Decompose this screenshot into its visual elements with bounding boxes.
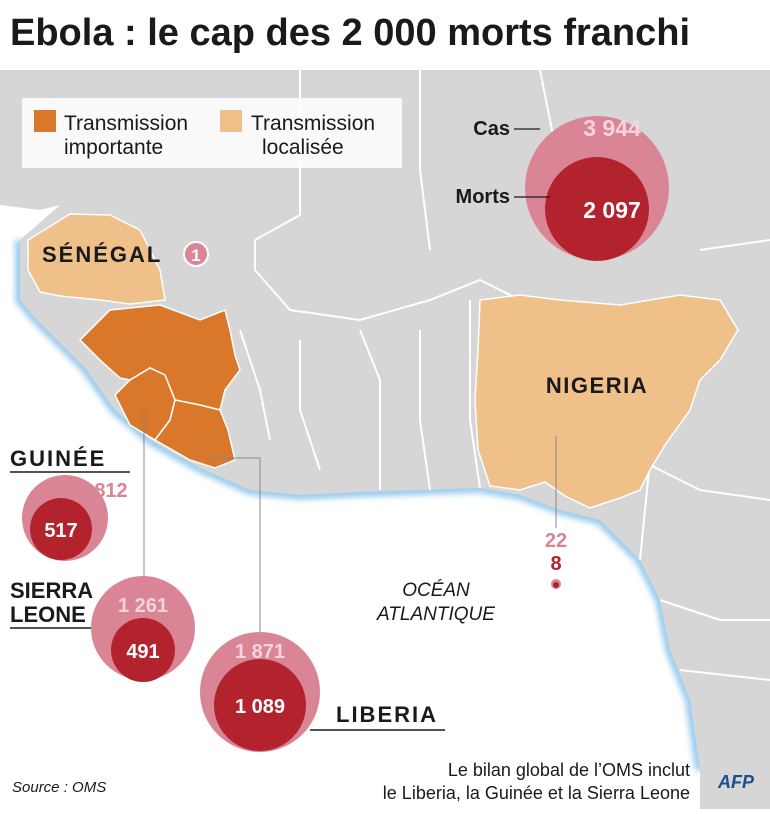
key-cases-label: Cas — [473, 118, 510, 140]
legend-label-important-1: Transmission — [64, 112, 188, 135]
guinea-deaths-circle — [30, 498, 92, 560]
country-label-guinea: GUINÉE — [10, 446, 106, 471]
ocean-label-line1: OCÉAN — [402, 580, 470, 601]
nigeria-deaths-circle — [553, 582, 559, 588]
sierra-leone-deaths-circle — [111, 618, 175, 682]
region-nigeria — [474, 294, 739, 509]
key-deaths-label: Morts — [456, 186, 510, 208]
footer-note-line2: le Liberia, la Guinée et la Sierra Leone — [383, 783, 690, 803]
sierra-leone-deaths-value: 491 — [126, 641, 159, 663]
liberia-leader — [205, 457, 261, 640]
legend-swatch-important — [34, 110, 56, 132]
ocean-label-line2: ATLANTIQUE — [376, 604, 495, 625]
source-credit: Source : OMS — [12, 779, 106, 796]
key-cases-value: 3 944 — [583, 115, 641, 141]
key-deaths-circle — [545, 157, 649, 261]
liberia-deaths-value: 1 089 — [235, 696, 285, 718]
country-label-sierra-leone-1: SIERRA — [10, 578, 93, 603]
country-label-sierra-leone-2: LEONE — [10, 602, 86, 627]
country-label-liberia: LIBERIA — [336, 702, 438, 727]
key-deaths-value: 2 097 — [583, 197, 641, 223]
guinea-deaths-value: 517 — [44, 520, 77, 542]
legend-box — [22, 98, 402, 168]
guinea-cases-value: 812 — [94, 480, 127, 502]
senegal-case-marker — [183, 241, 209, 267]
country-label-senegal: SÉNÉGAL — [42, 242, 162, 267]
afp-logo: AFP — [717, 772, 755, 792]
liberia-deaths-circle — [214, 659, 306, 751]
region-liberia — [153, 399, 236, 469]
region-guinea — [78, 304, 241, 411]
country-label-nigeria: NIGERIA — [546, 373, 648, 398]
nigeria-deaths-value: 8 — [550, 553, 561, 575]
legend-label-important-2: importante — [64, 136, 163, 159]
senegal-case-value: 1 — [191, 246, 200, 265]
footer-note-line1: Le bilan global de l’OMS inclut — [448, 760, 690, 780]
nigeria-cases-value: 22 — [545, 530, 567, 552]
legend-swatch-localized — [220, 110, 242, 132]
sierra-leone-cases-value: 1 261 — [118, 595, 168, 617]
page-title: Ebola : le cap des 2 000 morts franchi — [10, 12, 690, 54]
legend-label-localized-1: Transmission — [251, 112, 375, 135]
region-senegal — [27, 213, 166, 305]
liberia-cases-value: 1 871 — [235, 641, 285, 663]
legend-label-localized-2: localisée — [262, 136, 344, 159]
